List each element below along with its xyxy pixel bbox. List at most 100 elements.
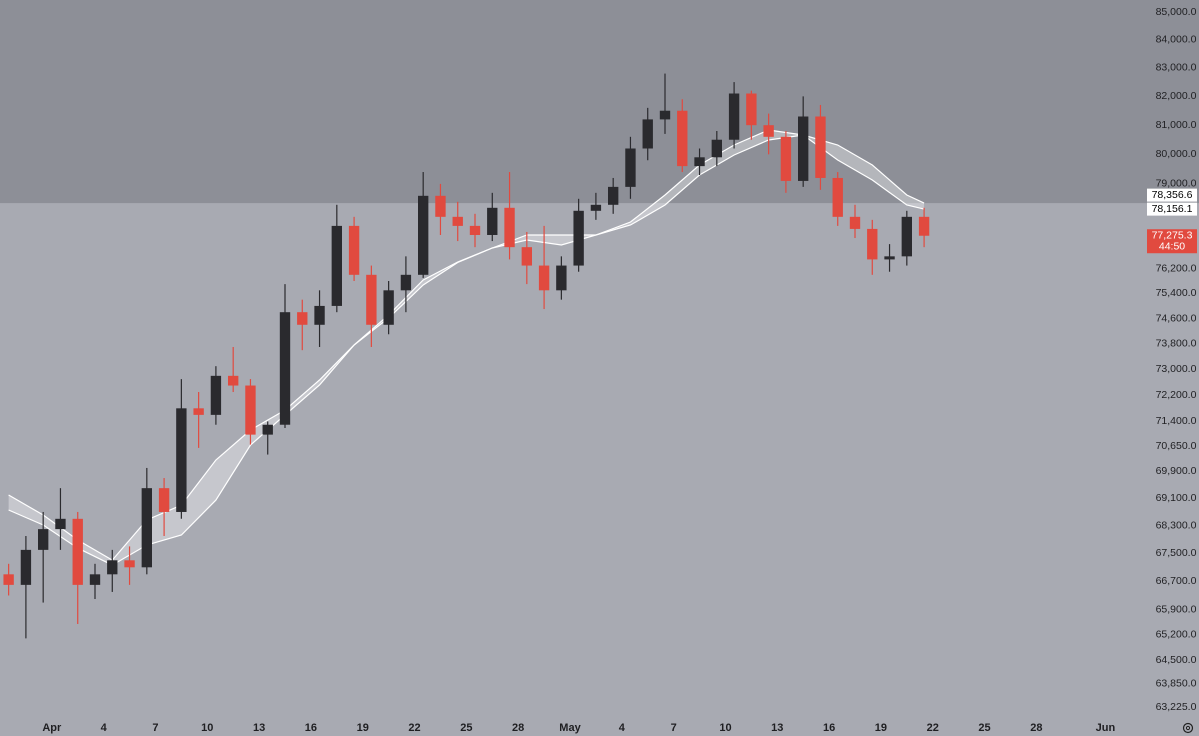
candle: [677, 99, 688, 173]
candle-body: [297, 312, 308, 325]
y-tick-label: 70,650.0: [1156, 440, 1197, 452]
x-tick-label: 22: [927, 722, 939, 734]
candle: [193, 392, 204, 448]
candle-body: [141, 488, 152, 568]
candle: [3, 563, 14, 596]
candle: [435, 183, 446, 235]
x-tick-label: Apr: [42, 722, 62, 734]
candle-body: [659, 110, 671, 120]
price-label: 77,275.3: [1152, 230, 1193, 242]
x-tick-label: 25: [978, 722, 990, 734]
candle-body: [642, 119, 653, 149]
candle-body: [210, 375, 222, 415]
candle: [314, 290, 325, 347]
y-tick-label: 80,000.0: [1156, 148, 1197, 160]
y-tick-label: 67,500.0: [1156, 547, 1197, 559]
y-tick-label: 83,000.0: [1156, 62, 1197, 74]
candle: [728, 82, 740, 149]
candle: [55, 488, 66, 550]
x-tick-label: 7: [671, 722, 677, 734]
y-tick-label: 65,200.0: [1156, 629, 1197, 641]
candle-body: [262, 424, 273, 435]
candle: [746, 90, 757, 140]
candle-body: [89, 574, 101, 585]
x-tick-label: 7: [152, 722, 158, 734]
candle-body: [383, 290, 394, 325]
price-label: 78,356.6: [1152, 189, 1193, 201]
candle-body: [124, 560, 135, 568]
y-tick-label: 68,300.0: [1156, 519, 1197, 531]
candle-body: [228, 375, 239, 386]
candle-body: [780, 136, 792, 181]
candle-body: [452, 216, 463, 226]
candle: [901, 210, 912, 266]
candle: [452, 201, 463, 242]
candle-body: [815, 116, 826, 178]
y-tick-label: 66,700.0: [1156, 575, 1197, 587]
y-tick-label: 74,600.0: [1156, 312, 1197, 324]
x-tick-label: 4: [619, 722, 626, 734]
settings-icon[interactable]: [1182, 722, 1194, 734]
y-tick-label: 73,800.0: [1156, 338, 1197, 350]
candle: [538, 225, 550, 310]
candle: [383, 281, 394, 335]
candle: [573, 198, 584, 272]
y-tick-label: 85,000.0: [1156, 6, 1197, 18]
candle-body: [487, 207, 498, 235]
y-tick-label: 79,000.0: [1156, 178, 1197, 190]
y-tick-label: 64,500.0: [1156, 654, 1197, 666]
y-tick-label: 75,400.0: [1156, 287, 1197, 299]
candle-body: [901, 216, 912, 257]
candle-body: [538, 265, 550, 291]
candle: [711, 130, 722, 167]
candle-body: [677, 110, 688, 167]
price-label: 78,156.1: [1152, 203, 1193, 215]
candle: [400, 256, 412, 313]
x-tick-label: 25: [460, 722, 472, 734]
candle-body: [625, 148, 636, 187]
candle: [331, 204, 342, 313]
candle: [158, 478, 170, 537]
candle-body: [3, 574, 14, 585]
candle-body: [763, 125, 774, 137]
candle: [504, 172, 515, 260]
candle-body: [279, 312, 291, 425]
candle: [849, 204, 861, 239]
x-tick-label: 4: [101, 722, 108, 734]
candle: [38, 511, 49, 603]
candle: [487, 192, 498, 242]
y-tick-label: 76,200.0: [1156, 262, 1197, 274]
candle: [625, 136, 636, 199]
candle-body: [469, 225, 481, 235]
candle: [590, 192, 602, 220]
candle: [694, 148, 705, 175]
y-tick-label: 63,850.0: [1156, 678, 1197, 690]
x-tick-label: 16: [305, 722, 317, 734]
candle-body: [193, 408, 204, 415]
candle: [366, 265, 377, 347]
candle-body: [435, 195, 446, 217]
x-tick-label: 13: [253, 722, 265, 734]
candle: [642, 107, 653, 161]
candle-body: [55, 518, 66, 530]
x-tick-label: 28: [1030, 722, 1042, 734]
x-tick-label: 10: [719, 722, 731, 734]
candle: [72, 511, 83, 624]
y-tick-label: 69,900.0: [1156, 465, 1197, 477]
y-tick-label: 73,000.0: [1156, 363, 1197, 375]
candle: [780, 130, 792, 193]
candle: [521, 231, 532, 285]
candle: [798, 96, 809, 187]
y-tick-label: 63,225.0: [1156, 701, 1197, 713]
x-tick-label: 28: [512, 722, 524, 734]
x-tick-label: 16: [823, 722, 835, 734]
shaded-zone: [0, 0, 1199, 204]
candle-body: [176, 408, 187, 512]
candle-body: [366, 274, 377, 325]
candle: [867, 219, 878, 275]
candle: [297, 299, 308, 351]
candle-body: [107, 560, 118, 575]
candle: [556, 256, 567, 300]
candle-body: [504, 207, 515, 248]
candle-body: [72, 518, 83, 585]
